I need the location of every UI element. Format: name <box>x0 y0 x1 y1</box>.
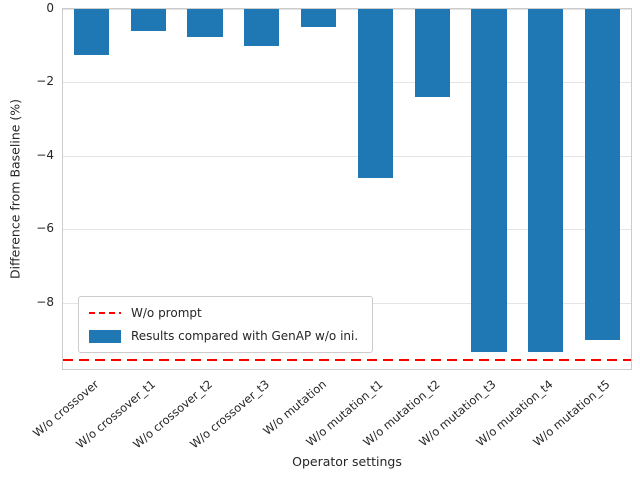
y-tick-label: −8 <box>36 294 54 309</box>
bar <box>357 9 393 178</box>
y-tick-label: −6 <box>36 221 54 236</box>
bar <box>300 9 337 28</box>
legend-label: Results compared with GenAP w/o ini. <box>131 329 359 343</box>
plot-area: W/o prompt Results compared with GenAP w/… <box>62 8 632 370</box>
gridline <box>63 155 631 157</box>
bar <box>73 9 109 55</box>
legend: W/o prompt Results compared with GenAP w/… <box>78 296 374 353</box>
legend-dashed-line-sample <box>89 312 121 314</box>
bar <box>130 9 166 32</box>
bar <box>584 9 621 340</box>
gridline <box>63 9 631 10</box>
legend-label: W/o prompt <box>131 306 202 320</box>
x-axis-tick-labels: W/o crossover W/o crossover_t1 W/o crossov… <box>30 371 632 463</box>
legend-entry: Results compared with GenAP w/o ini. <box>89 329 358 343</box>
gridline <box>63 229 631 231</box>
y-axis-tick-labels: 0 −2 −4 −6 −8 <box>0 1 54 370</box>
bar <box>414 9 450 98</box>
y-tick-label: −4 <box>36 147 54 162</box>
y-tick-label: 0 <box>46 1 54 15</box>
bar <box>244 9 280 46</box>
bar <box>471 9 507 353</box>
legend-entry: W/o prompt <box>89 306 358 320</box>
y-tick-label: −2 <box>36 74 54 89</box>
x-axis-label: Operator settings <box>292 454 402 469</box>
legend-bar-swatch <box>89 329 121 343</box>
bar <box>187 9 223 37</box>
gridline <box>63 82 631 84</box>
bar <box>528 9 564 353</box>
baseline-dashed-line <box>63 358 631 361</box>
